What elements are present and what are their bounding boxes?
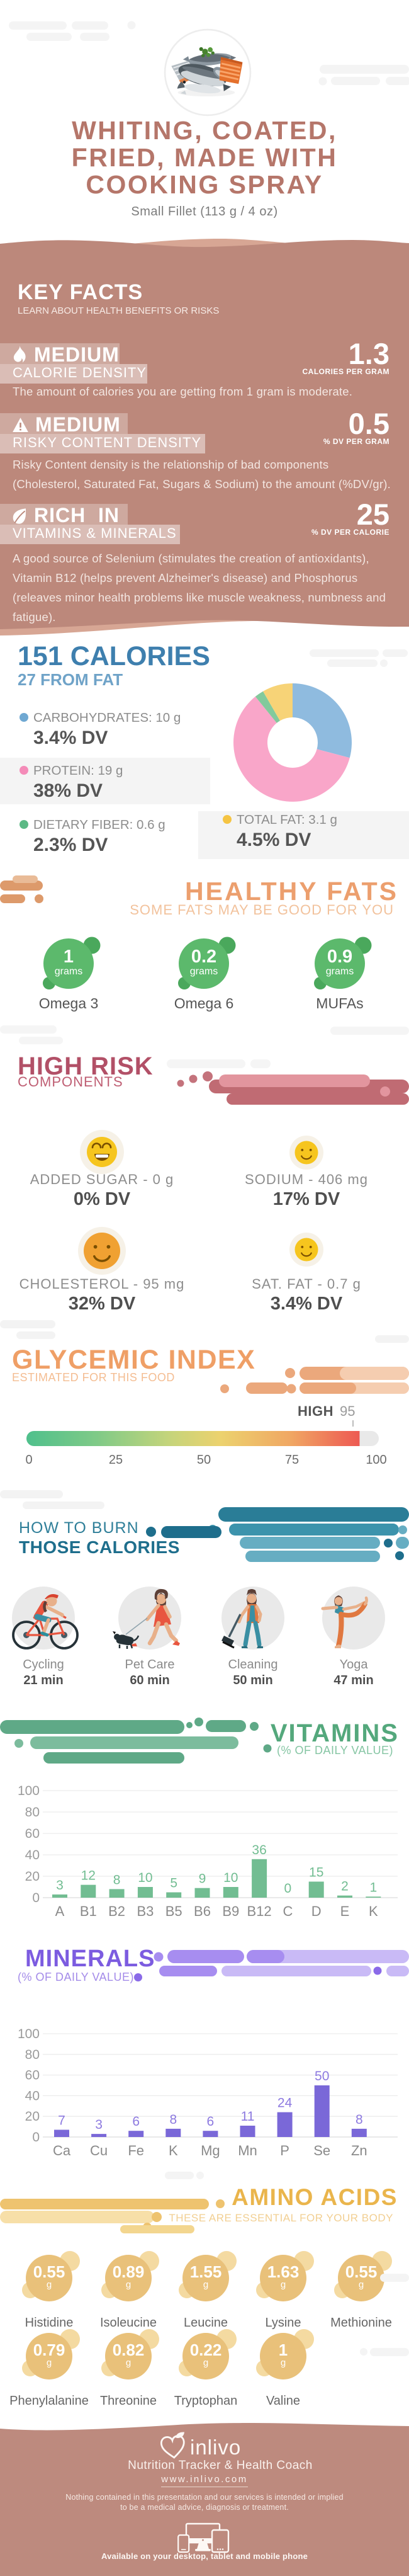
svg-text:Mg: Mg [201,2143,220,2158]
svg-text:5: 5 [170,1876,177,1891]
svg-text:3: 3 [95,2117,103,2132]
svg-text:20: 20 [25,2109,40,2124]
svg-text:80: 80 [25,2048,40,2062]
svg-text:15: 15 [309,1866,323,1880]
svg-text:100: 100 [18,2027,40,2041]
svg-text:3: 3 [56,1878,64,1893]
svg-text:D: D [311,1903,322,1919]
svg-text:Se: Se [313,2143,330,2158]
svg-text:40: 40 [25,1848,40,1862]
svg-text:2: 2 [341,1879,349,1894]
svg-text:12: 12 [81,1869,96,1883]
svg-text:100: 100 [18,1784,40,1798]
svg-text:Zn: Zn [351,2143,367,2158]
svg-text:8: 8 [113,1872,121,1887]
svg-text:10: 10 [223,1871,238,1885]
svg-text:60: 60 [25,1827,40,1841]
svg-text:20: 20 [25,1869,40,1884]
svg-text:11: 11 [241,2109,255,2124]
svg-text:8: 8 [356,2112,363,2127]
svg-text:60: 60 [25,2068,40,2083]
svg-text:24: 24 [277,2096,293,2111]
svg-text:36: 36 [252,1843,266,1857]
svg-text:Cu: Cu [90,2143,108,2158]
svg-text:E: E [340,1903,350,1919]
svg-text:Ca: Ca [53,2143,71,2158]
svg-text:B3: B3 [137,1903,154,1919]
svg-text:B9: B9 [222,1903,239,1919]
svg-text:B5: B5 [165,1903,182,1919]
svg-text:6: 6 [207,2114,215,2129]
svg-text:6: 6 [132,2114,140,2129]
svg-text:A: A [55,1903,65,1919]
svg-text:50: 50 [315,2069,329,2083]
svg-text:K: K [369,1903,378,1919]
svg-text:B12: B12 [247,1903,272,1919]
svg-text:7: 7 [58,2114,65,2128]
svg-text:0: 0 [284,1881,292,1896]
svg-text:Mn: Mn [238,2143,257,2158]
svg-text:B1: B1 [80,1903,97,1919]
svg-text:1: 1 [369,1880,377,1895]
svg-text:40: 40 [25,2089,40,2103]
svg-text:B2: B2 [108,1903,125,1919]
svg-text:0: 0 [32,1891,40,1905]
svg-text:9: 9 [199,1872,206,1886]
svg-text:K: K [169,2143,178,2158]
svg-text:10: 10 [138,1871,152,1885]
svg-text:C: C [283,1903,293,1919]
svg-text:P: P [280,2143,289,2158]
svg-text:B6: B6 [194,1903,211,1919]
svg-text:80: 80 [25,1805,40,1820]
svg-text:Fe: Fe [128,2143,144,2158]
svg-text:0: 0 [32,2130,40,2145]
svg-text:8: 8 [169,2112,177,2127]
